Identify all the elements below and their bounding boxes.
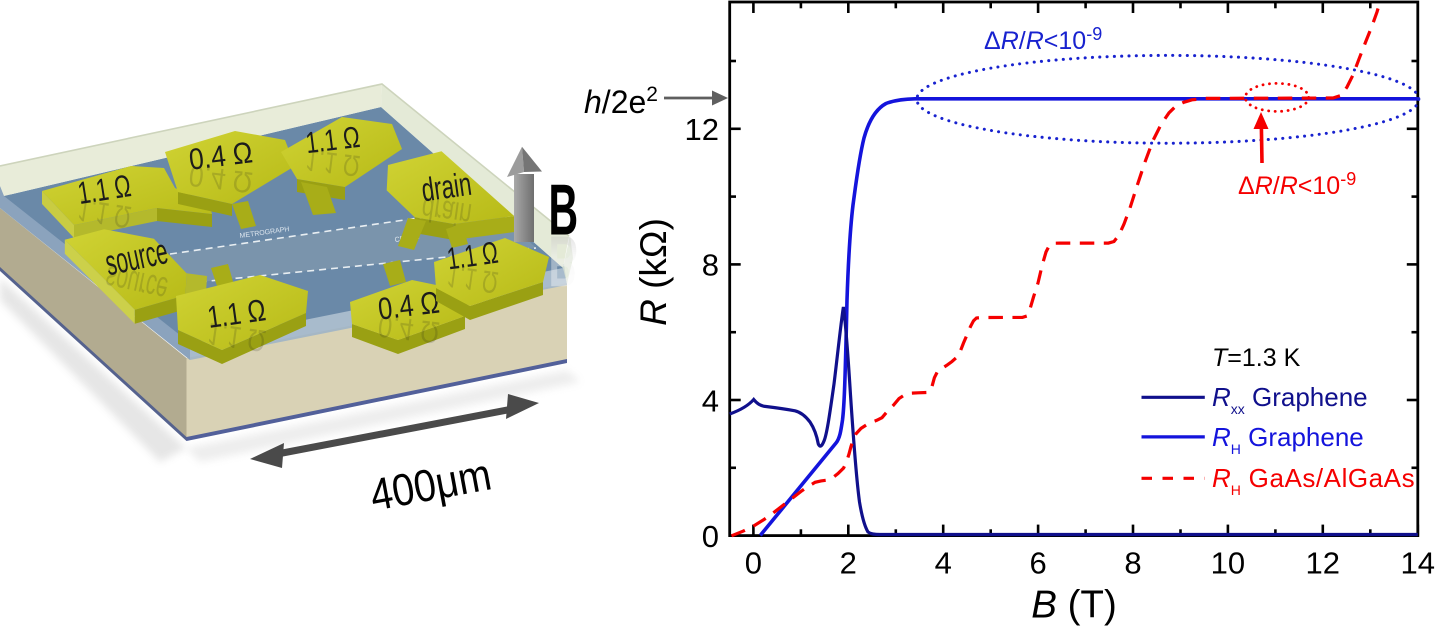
svg-text:0.4 Ω: 0.4 Ω bbox=[376, 308, 441, 350]
svg-text:ΔR/R<10-9: ΔR/R<10-9 bbox=[984, 24, 1102, 55]
svg-text:R (kΩ): R (kΩ) bbox=[633, 218, 674, 326]
svg-text:T=1.3 K: T=1.3 K bbox=[1212, 344, 1301, 372]
svg-text:1.1 Ω: 1.1 Ω bbox=[304, 143, 362, 183]
svg-text:1.1 Ω: 1.1 Ω bbox=[75, 192, 133, 236]
svg-text:B: B bbox=[549, 221, 579, 301]
svg-text:0.4 Ω: 0.4 Ω bbox=[187, 135, 254, 176]
svg-text:RH GaAs/AlGaAs: RH GaAs/AlGaAs bbox=[1212, 463, 1415, 498]
svg-text:drain: drain bbox=[419, 191, 474, 235]
svg-text:4: 4 bbox=[935, 546, 952, 581]
svg-text:0.4 Ω: 0.4 Ω bbox=[376, 285, 441, 327]
svg-text:1.1 Ω: 1.1 Ω bbox=[205, 292, 268, 334]
svg-text:ΔR/R<10-9: ΔR/R<10-9 bbox=[1238, 169, 1356, 200]
svg-text:drain: drain bbox=[419, 164, 474, 208]
svg-text:1.1 Ω: 1.1 Ω bbox=[205, 316, 268, 358]
svg-text:8: 8 bbox=[702, 248, 719, 283]
svg-text:14: 14 bbox=[1401, 546, 1435, 581]
svg-text:6: 6 bbox=[1029, 546, 1046, 581]
svg-text:4: 4 bbox=[702, 383, 719, 418]
svg-text:12: 12 bbox=[685, 112, 719, 147]
svg-text:1.1 Ω: 1.1 Ω bbox=[445, 235, 500, 277]
svg-text:0.4 Ω: 0.4 Ω bbox=[187, 159, 254, 200]
svg-text:0: 0 bbox=[702, 519, 719, 554]
svg-text:1.1 Ω: 1.1 Ω bbox=[304, 120, 362, 160]
svg-text:1.1 Ω: 1.1 Ω bbox=[445, 259, 500, 301]
svg-text:8: 8 bbox=[1124, 546, 1141, 581]
svg-text:B (T): B (T) bbox=[1031, 584, 1117, 626]
svg-text:2: 2 bbox=[840, 546, 857, 581]
svg-text:B: B bbox=[549, 171, 579, 251]
svg-text:1.1 Ω: 1.1 Ω bbox=[75, 167, 133, 211]
svg-text:Rxx Graphene: Rxx Graphene bbox=[1212, 382, 1368, 417]
svg-text:10: 10 bbox=[1211, 546, 1245, 581]
svg-text:0: 0 bbox=[745, 546, 762, 581]
svg-text:RH Graphene: RH Graphene bbox=[1212, 422, 1364, 457]
svg-text:12: 12 bbox=[1306, 546, 1340, 581]
svg-text:h/2e2: h/2e2 bbox=[584, 83, 658, 120]
